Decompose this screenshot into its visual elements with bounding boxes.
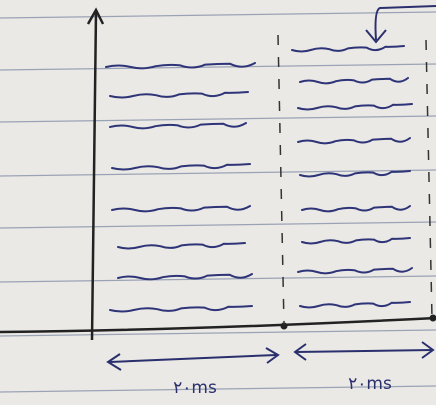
span-label: ٢٠ms — [173, 378, 217, 398]
page: {"timeline": {"segments": ["٢٠ms", "٢٠ms… — [0, 0, 436, 405]
paper — [0, 0, 436, 405]
span-label: ٢٠ms — [348, 374, 392, 394]
sketch: ٢٠ms ٢٠ms — [0, 0, 436, 405]
